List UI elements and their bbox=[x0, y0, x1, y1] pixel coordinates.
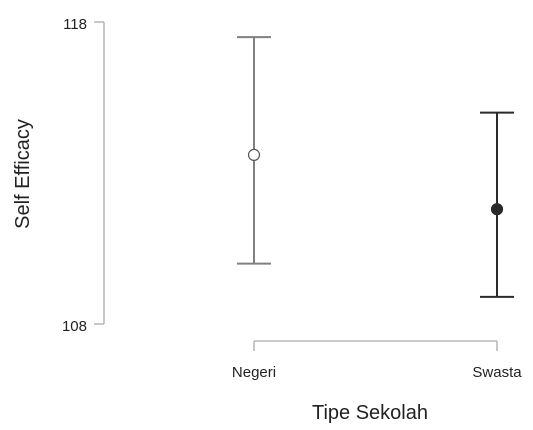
mean-point-swasta bbox=[490, 203, 504, 216]
marks-layer bbox=[237, 36, 514, 298]
x-axis-title: Tipe Sekolah bbox=[312, 402, 428, 424]
axes-layer bbox=[94, 21, 498, 351]
x-tick-label-swasta: Swasta bbox=[472, 364, 522, 381]
y-tick-label-top: 118 bbox=[63, 16, 87, 33]
y-tick-label-bottom: 108 bbox=[62, 318, 87, 335]
x-tick-label-negeri: Negeri bbox=[232, 364, 276, 381]
y-axis-title: Self Efficacy bbox=[12, 119, 34, 229]
mean-point-negeri bbox=[247, 148, 261, 161]
